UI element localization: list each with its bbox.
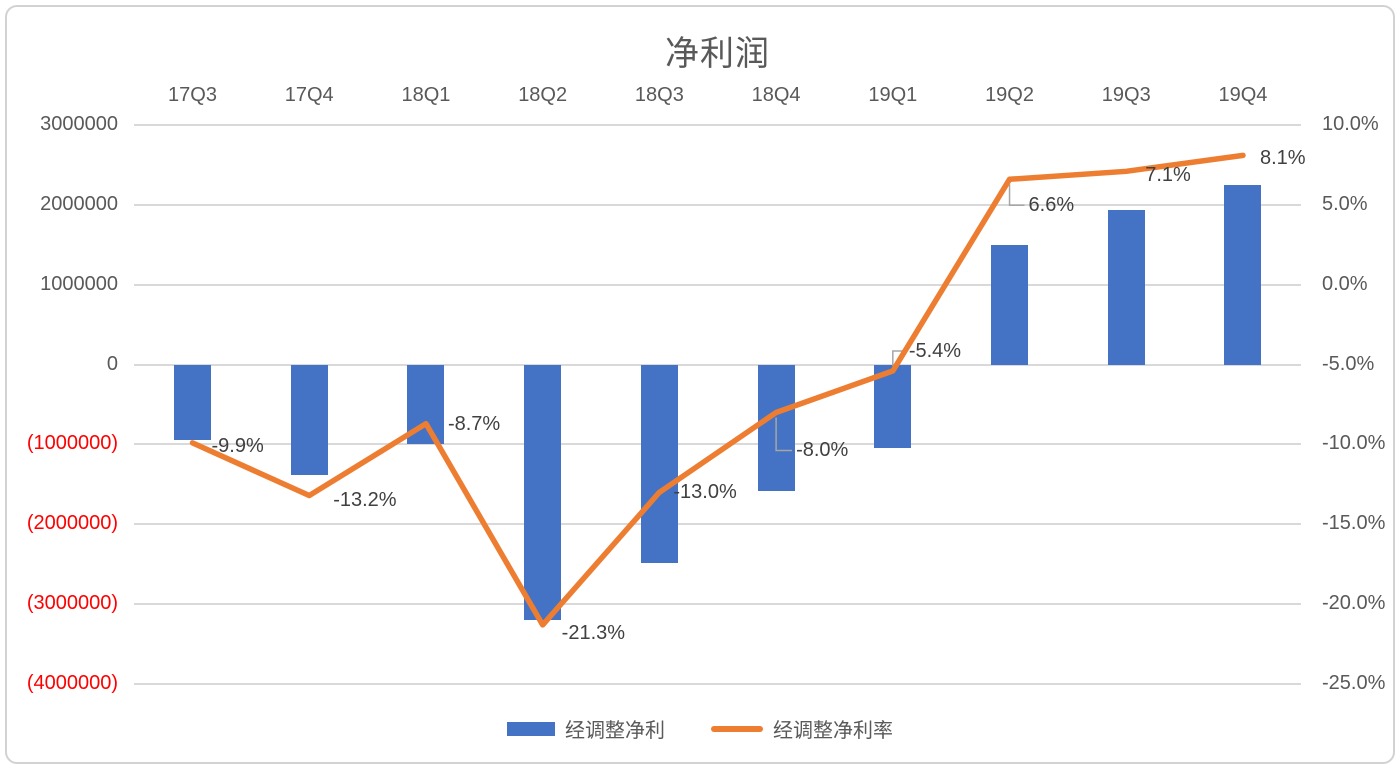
chart-title: 净利润 — [665, 35, 770, 73]
right-axis-tick: -15.0% — [1322, 512, 1386, 535]
legend-item-adjusted-net-profit: 经调整净利 — [507, 714, 665, 743]
bar-19Q4 — [1224, 184, 1262, 365]
gridline — [134, 124, 1301, 126]
bar-18Q2 — [524, 364, 562, 621]
legend-item-adjusted-net-margin: 经调整净利率 — [711, 714, 893, 743]
bar-19Q2 — [991, 244, 1029, 365]
gridline — [134, 682, 1301, 685]
bar-17Q4 — [290, 364, 328, 475]
bar-19Q3 — [1107, 210, 1145, 365]
data-label-19Q4: 8.1% — [1259, 147, 1306, 170]
data-label-19Q3: 7.1% — [1145, 164, 1191, 187]
left-axis-tick: 0 — [106, 352, 118, 375]
category-label-19Q1: 19Q1 — [868, 84, 918, 106]
bar-18Q4 — [757, 364, 795, 491]
bar-18Q3 — [640, 364, 678, 563]
category-label-17Q4: 17Q4 — [284, 84, 334, 106]
left-axis-tick: 1000000 — [40, 272, 118, 295]
legend-label-adjusted-net-margin: 经调整净利率 — [773, 720, 893, 742]
data-label-18Q1: -8.7% — [447, 412, 501, 435]
bar-19Q1 — [874, 364, 912, 449]
data-label-18Q2: -21.3% — [561, 621, 626, 644]
category-label-18Q4: 18Q4 — [751, 84, 801, 106]
bar-18Q1 — [407, 364, 445, 444]
right-axis-tick: 0.0% — [1322, 272, 1368, 295]
chart-frame — [5, 5, 1395, 764]
data-label-18Q4: -8.0% — [796, 439, 849, 462]
left-axis-tick: (4000000) — [26, 671, 118, 694]
right-axis-tick: -25.0% — [1322, 671, 1386, 694]
left-axis-tick: 2000000 — [40, 192, 118, 215]
left-axis-tick: 3000000 — [40, 113, 118, 135]
legend: 经调整净利 经调整净利率 — [0, 714, 1400, 743]
category-label-19Q3: 19Q3 — [1101, 84, 1151, 106]
left-axis-tick: (2000000) — [26, 512, 118, 535]
category-label-18Q1: 18Q1 — [401, 84, 451, 106]
legend-label-adjusted-net-profit: 经调整净利 — [565, 720, 665, 742]
legend-bar-swatch — [507, 721, 555, 736]
legend-line-swatch — [711, 725, 763, 732]
left-axis-tick: (1000000) — [26, 432, 118, 455]
gridline — [134, 203, 1301, 206]
data-label-19Q1: -5.4% — [908, 339, 962, 362]
right-axis-tick: -5.0% — [1322, 352, 1375, 375]
category-label-18Q2: 18Q2 — [518, 84, 568, 106]
right-axis-tick: 5.0% — [1322, 192, 1368, 215]
gridline — [134, 603, 1301, 606]
data-label-19Q2: 6.6% — [1028, 194, 1075, 217]
bar-17Q3 — [174, 364, 211, 441]
category-label-17Q3: 17Q3 — [168, 84, 217, 106]
category-label-19Q2: 19Q2 — [985, 84, 1034, 106]
right-axis-tick: 10.0% — [1322, 113, 1379, 135]
left-axis-tick: (3000000) — [26, 592, 118, 615]
category-label-19Q4: 19Q4 — [1218, 84, 1268, 106]
data-label-17Q4: -13.2% — [333, 488, 397, 511]
right-axis-tick: -10.0% — [1322, 432, 1386, 455]
data-label-17Q3: -9.9% — [211, 434, 264, 457]
right-axis-tick: -20.0% — [1322, 592, 1386, 615]
category-label-18Q3: 18Q3 — [634, 84, 684, 106]
data-label-18Q3: -13.0% — [673, 481, 737, 504]
gridline — [134, 523, 1301, 526]
